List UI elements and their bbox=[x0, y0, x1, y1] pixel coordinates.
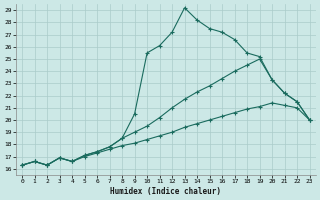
X-axis label: Humidex (Indice chaleur): Humidex (Indice chaleur) bbox=[110, 187, 221, 196]
